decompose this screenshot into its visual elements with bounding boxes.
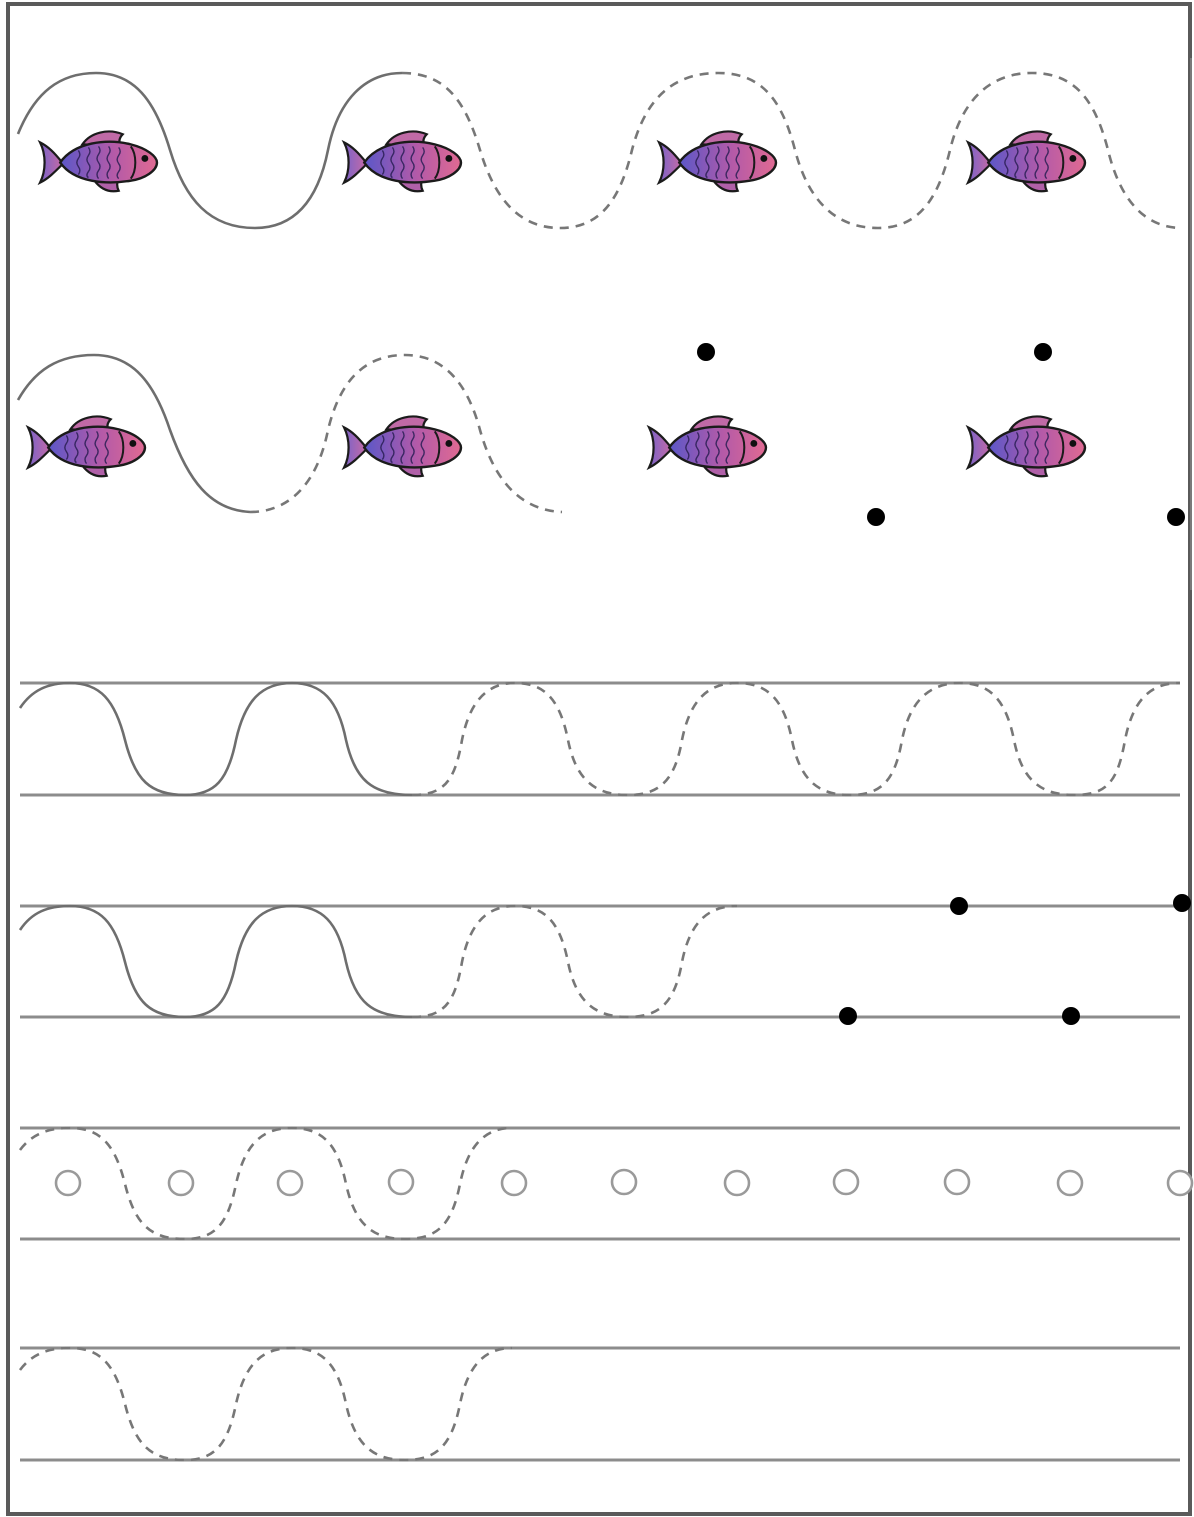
circle-marker [1056,1169,1084,1197]
circle-marker [54,1169,82,1197]
solid-wave-trace [16,353,251,514]
circle-marker [500,1169,528,1197]
fish-icon [966,415,1087,478]
fish-icon [966,130,1087,193]
circle-marker [276,1169,304,1197]
fish-icon [657,130,778,193]
dashed-wave-trace [249,353,563,514]
start-dot [839,1007,857,1025]
row-6-lined-wave [18,1346,1180,1462]
solid-wave-trace [18,904,413,1019]
start-dot [1034,343,1052,361]
circle-marker [610,1168,638,1196]
row-1-fish-wave [16,71,1183,230]
solid-wave-trace [18,681,413,797]
start-dot [1167,508,1185,526]
start-dot [1062,1007,1080,1025]
dashed-wave-trace [18,1126,513,1241]
fish-icon [38,130,159,193]
row-5-lined-wave-circles [18,1126,1194,1241]
start-dot [697,343,715,361]
solid-wave-trace [16,71,403,230]
circle-marker [1166,1169,1194,1197]
circle-marker [832,1168,860,1196]
circle-marker [167,1169,195,1197]
row-2-fish-wave-dots [16,343,1185,526]
fish-icon [342,415,463,478]
start-dot [867,508,885,526]
fish-icon [342,130,463,193]
start-dot [950,897,968,915]
circle-marker [723,1169,751,1197]
row-4-lined-wave-dots [18,894,1191,1025]
fish-icon [26,415,147,478]
dashed-wave-trace [18,1346,513,1462]
start-dot [1173,894,1191,912]
row-3-lined-wave [18,681,1181,797]
circle-marker [387,1168,415,1196]
page-border [6,2,1192,1516]
circle-marker [943,1168,971,1196]
dashed-wave-trace [411,681,1181,797]
dashed-wave-trace [411,904,738,1019]
dashed-wave-trace [401,71,1183,230]
fish-icon [647,415,768,478]
